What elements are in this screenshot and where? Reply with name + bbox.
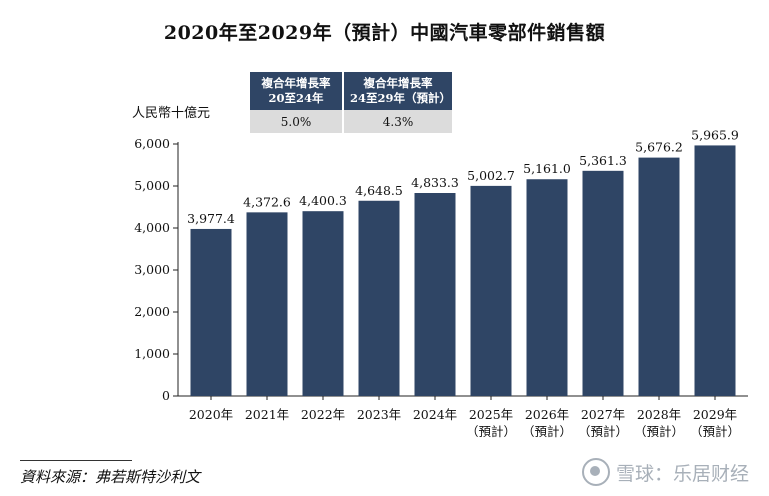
x-tick-label: 2029年: [693, 407, 737, 422]
y-tick-label: 0: [162, 388, 170, 403]
x-tick-label: 2021年: [245, 407, 289, 422]
bar: [302, 211, 344, 396]
watermark-text: 雪球：乐居财经: [615, 462, 749, 485]
y-tick-label: 5,000: [134, 178, 170, 193]
bar-value-label: 4,372.6: [243, 194, 291, 209]
bar-value-label: 3,977.4: [187, 211, 235, 226]
x-tick-label: 2023年: [357, 407, 401, 422]
y-tick-label: 2,000: [134, 304, 170, 319]
x-tick-label: 2024年: [413, 407, 457, 422]
bar-value-label: 5,965.9: [691, 127, 739, 142]
bar: [246, 212, 288, 396]
bar-value-label: 5,161.0: [523, 161, 571, 176]
y-tick-label: 3,000: [134, 262, 170, 277]
bar-value-label: 5,361.3: [579, 153, 627, 168]
y-tick-label: 4,000: [134, 220, 170, 235]
cagr-header-1-line1: 複合年增長率: [261, 76, 331, 90]
bar: [638, 157, 680, 396]
bar-value-label: 4,648.5: [355, 183, 403, 198]
x-tick-label: 2020年: [189, 407, 233, 422]
source-note: 資料來源：弗若斯特沙利文: [20, 468, 201, 486]
chart-title: 2020年至2029年（預計）中國汽車零部件銷售額: [163, 22, 606, 44]
x-tick-label: 2026年: [525, 407, 569, 422]
x-tick-note: （預計）: [466, 424, 516, 439]
cagr-header-1-line2: 20至24年: [268, 91, 324, 105]
cagr-table: 複合年增長率 20至24年 複合年增長率 24至29年（預計） 5.0% 4.3…: [248, 72, 454, 133]
cagr-header-1: 複合年增長率 20至24年: [250, 72, 342, 110]
cagr-value-1: 5.0%: [250, 110, 342, 133]
bar: [190, 228, 232, 396]
snowball-logo-icon: [581, 458, 610, 486]
cagr-header-2: 複合年增長率 24至29年（預計）: [344, 72, 452, 110]
bar: [582, 170, 624, 396]
bar-value-label: 5,002.7: [467, 168, 515, 183]
cagr-value-2: 4.3%: [344, 110, 452, 133]
x-tick-label: 2027年: [581, 407, 625, 422]
watermark: 雪球：乐居财经: [581, 458, 749, 486]
y-tick-label: 1,000: [134, 346, 170, 361]
bar: [694, 145, 736, 396]
y-axis-unit-label: 人民幣十億元: [132, 106, 211, 121]
x-tick-note: （預計）: [634, 424, 684, 439]
bar-value-label: 5,676.2: [635, 140, 683, 155]
bar-value-label: 4,400.3: [299, 193, 347, 208]
x-tick-note: （預計）: [522, 424, 572, 439]
source-divider: [20, 460, 132, 461]
x-tick-note: （預計）: [578, 424, 628, 439]
x-tick-note: （預計）: [690, 424, 740, 439]
bar: [414, 193, 456, 396]
cagr-header-2-line2: 24至29年（預計）: [350, 91, 452, 105]
x-tick-label: 2022年: [301, 407, 345, 422]
x-tick-label: 2025年: [469, 407, 513, 422]
cagr-header-2-line1: 複合年增長率: [363, 76, 433, 90]
bar: [526, 179, 568, 396]
bar: [470, 185, 512, 396]
y-tick-label: 6,000: [134, 136, 170, 151]
x-tick-label: 2028年: [637, 407, 681, 422]
bar: [358, 200, 400, 396]
bar-value-label: 4,833.3: [411, 175, 459, 190]
